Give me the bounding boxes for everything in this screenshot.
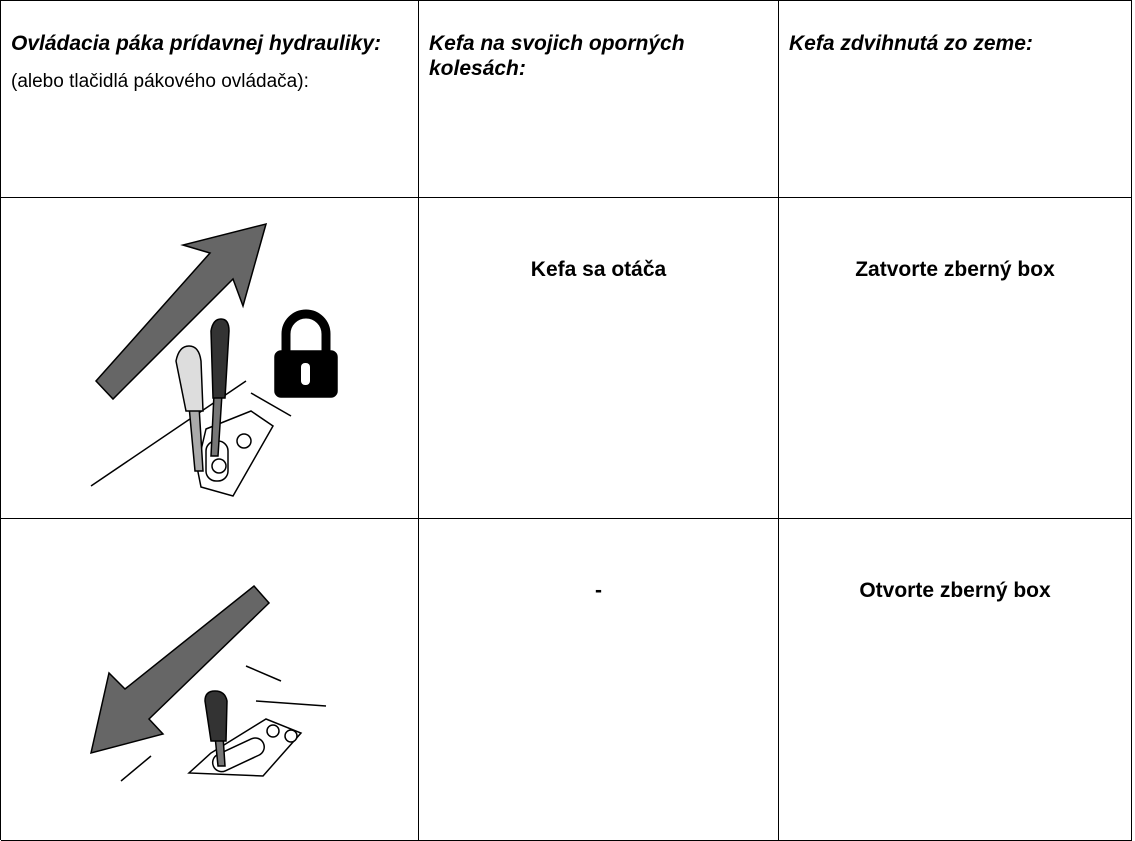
illustrations <box>89 222 338 782</box>
header-cell: Kefa na svojich oporných kolesách: <box>419 1 779 198</box>
lever-down-illustration <box>89 584 327 782</box>
cell-text: Otvorte zberný box <box>779 519 1132 841</box>
header-note: (alebo tlačidlá pákového ovládača): <box>11 71 309 92</box>
cell-text: Zatvorte zberný box <box>779 198 1132 519</box>
header-cell: Kefa zdvihnutá zo zeme: <box>779 1 1132 198</box>
header-title: Ovládacia páka prídavnej hydrauliky: <box>11 32 381 55</box>
image-cell <box>1 198 419 519</box>
cell-text: - <box>419 519 779 841</box>
header-cell: Ovládacia páka prídavnej hydrauliky: (al… <box>1 1 419 198</box>
cell-text: Kefa sa otáča <box>419 198 779 519</box>
lever-up-illustration <box>90 222 338 497</box>
